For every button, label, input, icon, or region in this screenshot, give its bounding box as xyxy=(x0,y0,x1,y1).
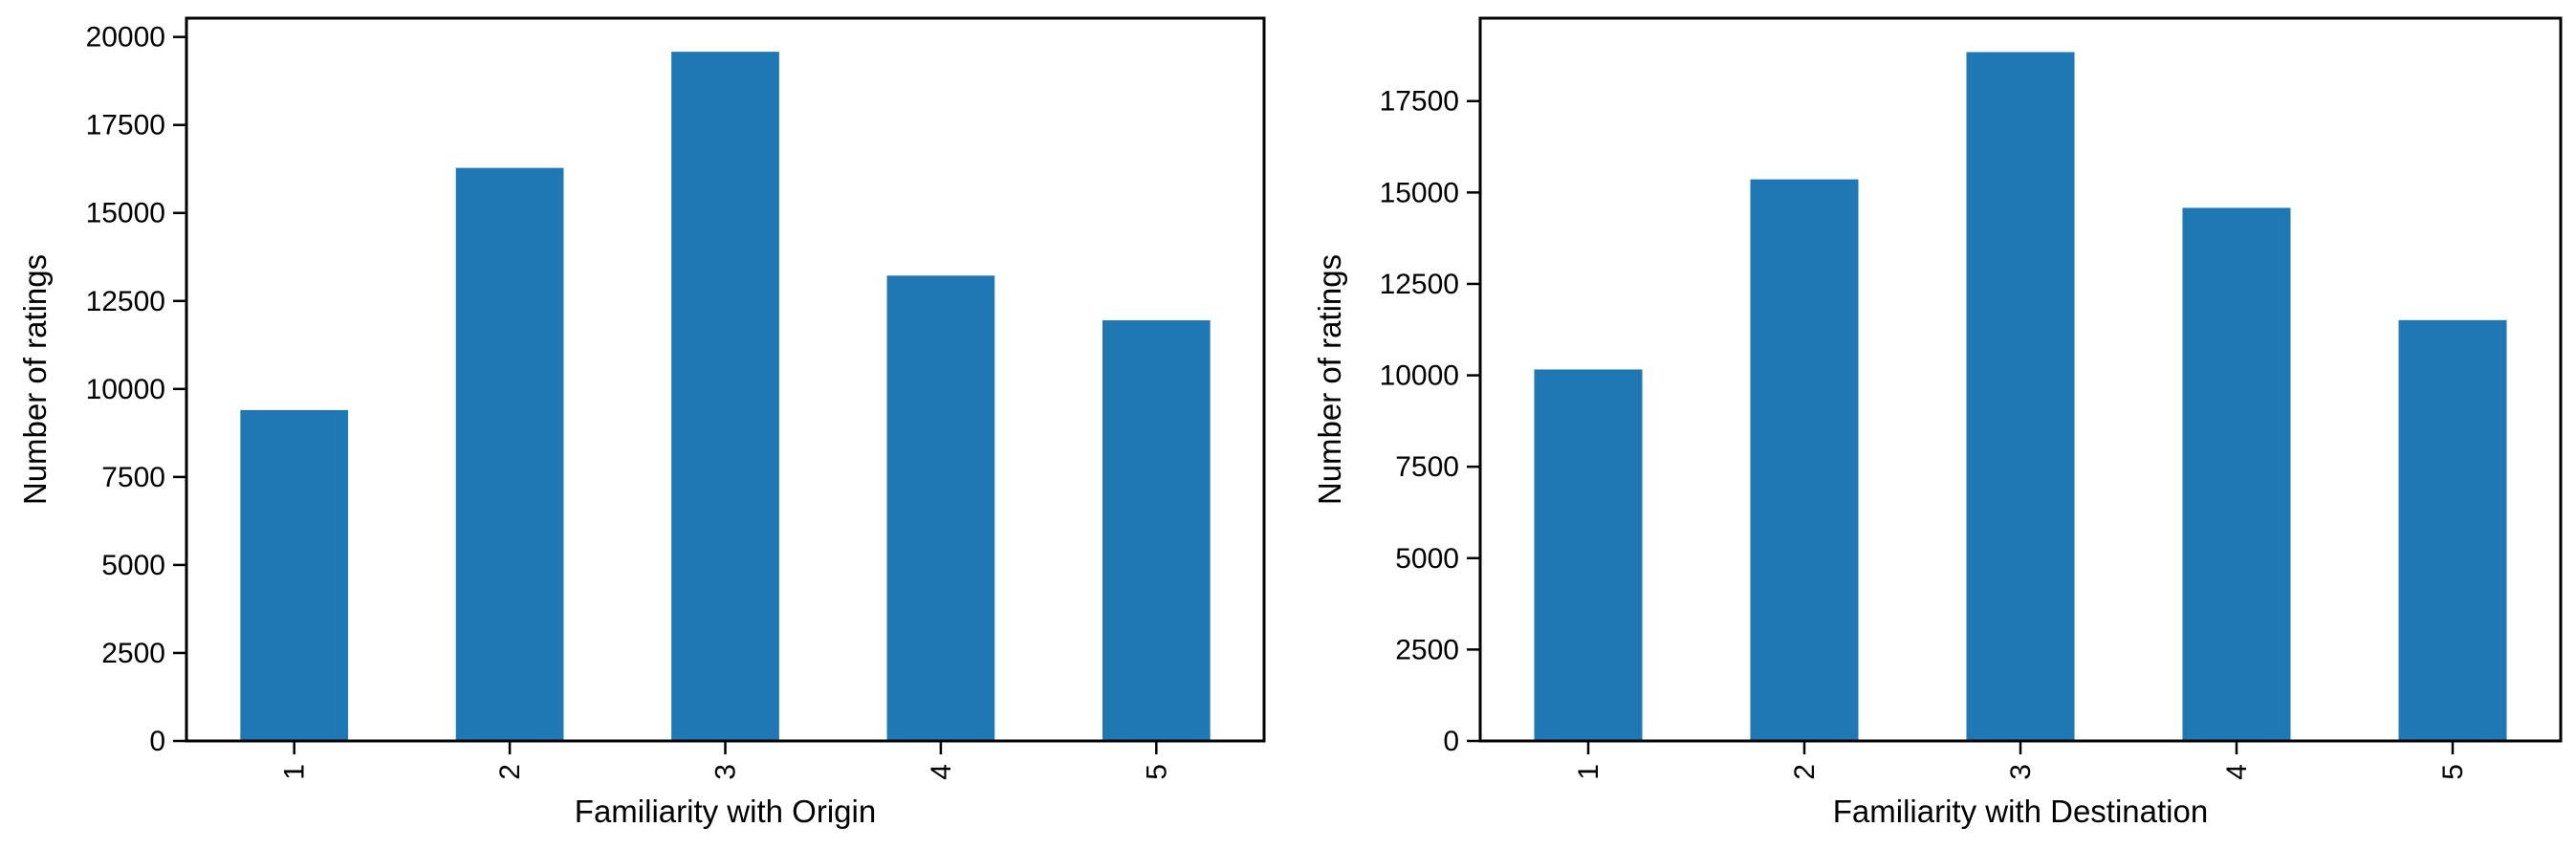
x-tick-label: 2 xyxy=(494,764,526,780)
y-tick-label: 7500 xyxy=(101,462,165,493)
x-axis-title: Familiarity with Destination xyxy=(1833,794,2208,829)
bar-4 xyxy=(886,275,995,741)
x-axis-title: Familiarity with Origin xyxy=(575,794,876,829)
y-tick-label: 2500 xyxy=(1395,634,1459,665)
bar-4 xyxy=(2182,207,2291,741)
y-tick-label: 12500 xyxy=(86,286,165,317)
y-tick-label: 12500 xyxy=(1380,269,1459,300)
bar-3 xyxy=(1966,52,2075,741)
y-tick-label: 7500 xyxy=(1395,451,1459,483)
x-tick-label: 1 xyxy=(1573,764,1605,780)
y-tick-label: 15000 xyxy=(1380,177,1459,208)
y-tick-label: 5000 xyxy=(101,550,165,581)
x-tick-label: 5 xyxy=(2437,764,2469,780)
y-tick-label: 0 xyxy=(1443,726,1459,757)
x-tick-label: 2 xyxy=(1789,764,1821,780)
x-tick-label: 5 xyxy=(1141,764,1172,780)
bar-1 xyxy=(1534,369,1643,741)
bar-3 xyxy=(671,52,779,741)
bar-2 xyxy=(455,167,564,742)
chart-familiarity-destination: 0 2500 5000 7500 10000 12500 15000 17500 1 2 3 4 5 Fa… xyxy=(1312,16,2563,829)
x-tick-label: 4 xyxy=(2221,764,2253,780)
y-tick-label: 5000 xyxy=(1395,543,1459,575)
x-tick-label: 3 xyxy=(710,764,742,780)
x-tick-label: 4 xyxy=(926,764,957,780)
y-tick-label: 17500 xyxy=(86,110,165,142)
y-tick-label: 20000 xyxy=(86,22,165,54)
y-tick-label: 17500 xyxy=(1380,86,1459,118)
y-tick-label: 2500 xyxy=(101,638,165,669)
bar-2 xyxy=(1750,179,1859,742)
y-tick-label: 0 xyxy=(149,726,165,757)
y-tick-label: 15000 xyxy=(86,198,165,229)
bar-5 xyxy=(2398,319,2507,741)
y-tick-label: 10000 xyxy=(86,374,165,405)
x-tick-label: 3 xyxy=(2005,764,2037,780)
bar-1 xyxy=(240,409,349,741)
y-axis-title: Number of ratings xyxy=(1312,254,1347,505)
x-tick-label: 1 xyxy=(279,764,311,780)
bar-5 xyxy=(1102,320,1211,741)
y-axis-title: Number of ratings xyxy=(17,254,53,505)
y-tick-label: 10000 xyxy=(1380,360,1459,392)
chart-familiarity-origin: 0 2500 5000 7500 10000 12500 15000 17500 20000 1 2… xyxy=(17,16,1266,829)
